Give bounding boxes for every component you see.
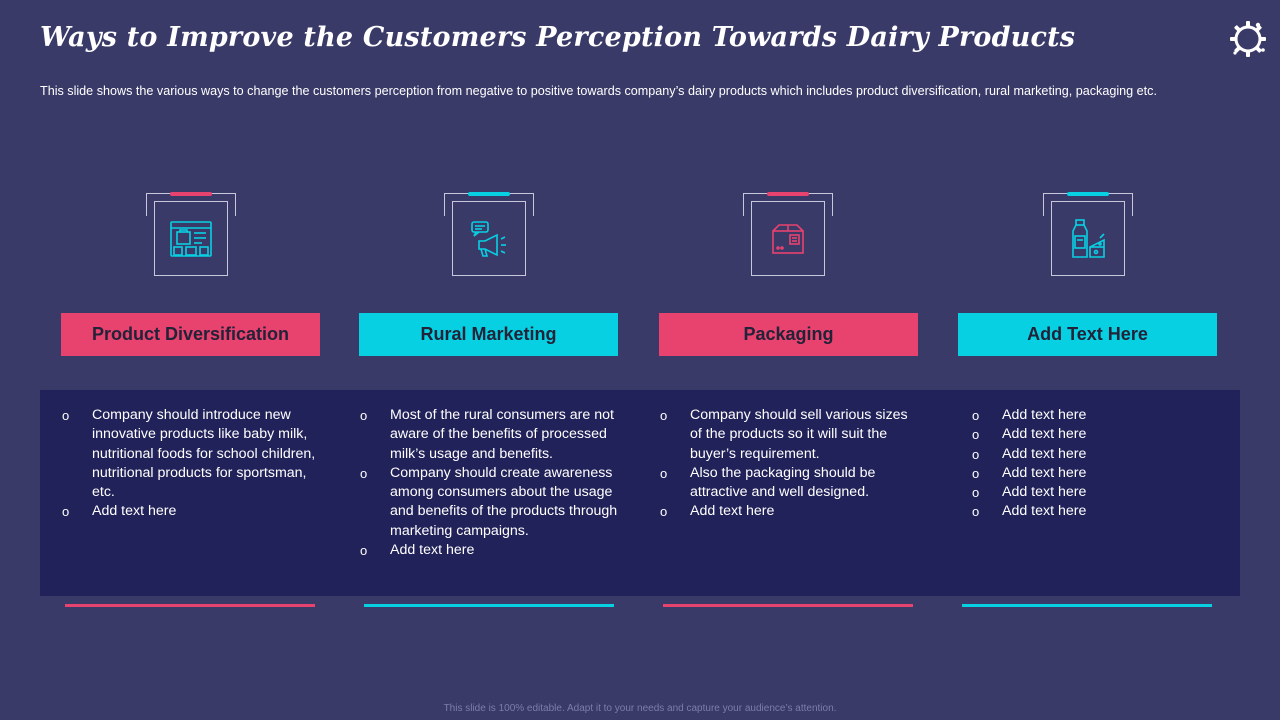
- online-store-icon: [170, 220, 212, 257]
- icon-frame-rural-marketing: [444, 192, 534, 277]
- slide-title: Ways to Improve the Customers Perception…: [40, 22, 1076, 53]
- list-item: o Add text here: [972, 484, 1087, 501]
- list-item: o Company should introduce new innovative…: [62, 407, 316, 501]
- megaphone-icon: [471, 220, 506, 257]
- underline-packaging: [663, 604, 913, 607]
- list-item: o Most of the rural consumers are not awa…: [360, 407, 614, 462]
- heading-add-text: Add Text Here: [958, 313, 1217, 356]
- heading-product-diversification: Product Diversification: [61, 313, 320, 356]
- list-item: o Add text here: [62, 503, 177, 520]
- icon-frame-product-diversification: [146, 192, 236, 277]
- list-item: o Company should create awareness among c…: [360, 464, 618, 539]
- list-item: o Also the packaging should be attractive…: [660, 464, 876, 501]
- underline-add-text: [962, 604, 1212, 607]
- heading-rural-marketing: Rural Marketing: [359, 313, 618, 356]
- milk-cheese-icon: [1072, 218, 1105, 258]
- underline-rural-marketing: [364, 604, 614, 607]
- list-item: o Add text here: [972, 503, 1087, 520]
- list-item: o Add text here: [360, 542, 475, 559]
- package-box-icon: [772, 223, 804, 254]
- bullet-list-packaging: o Company should sell various sizes of th…: [660, 406, 922, 522]
- bullet-list-rural-marketing: o Most of the rural consumers are not awa…: [360, 406, 622, 560]
- list-item: o Add text here: [972, 407, 1087, 423]
- content-panel: [40, 390, 1240, 596]
- list-item: o Add text here: [972, 464, 1087, 481]
- footer-note: This slide is 100% editable. Adapt it to…: [443, 703, 837, 714]
- list-item: o Company should sell various sizes of th…: [660, 407, 908, 462]
- bullet-list-product-diversification: o Company should introduce new innovative…: [62, 406, 324, 522]
- bullet-list-add-text: o Add text here o Add text here o Add text …: [972, 406, 1212, 522]
- icon-frame-packaging: [743, 192, 833, 277]
- list-item: o Add text here: [972, 445, 1087, 462]
- icon-frame-add-text: [1043, 192, 1133, 277]
- gear-icon: [1230, 21, 1266, 57]
- list-item: o Add text here: [972, 426, 1087, 443]
- slide-subtitle: This slide shows the various ways to cha…: [40, 84, 1157, 98]
- underline-product-diversification: [65, 604, 315, 607]
- list-item: o Add text here: [660, 503, 775, 520]
- heading-packaging: Packaging: [659, 313, 918, 356]
